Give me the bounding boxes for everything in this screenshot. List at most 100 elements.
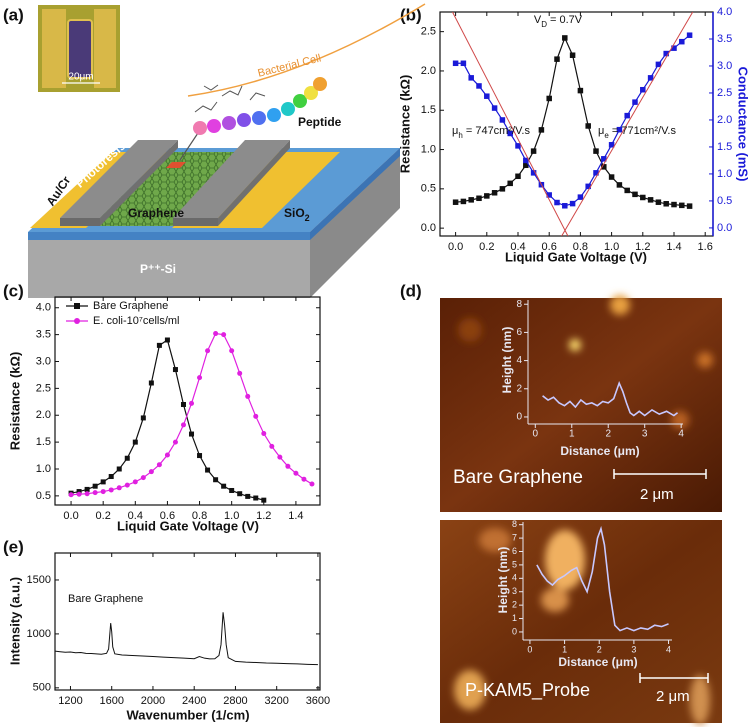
marker xyxy=(76,489,82,495)
annotation-sub: e xyxy=(604,131,609,140)
series-line xyxy=(542,380,679,417)
binding-site xyxy=(166,162,186,168)
annotation-sub: h xyxy=(458,131,462,140)
y2-tick-label: 4.0 xyxy=(717,6,732,18)
marker xyxy=(499,117,506,123)
y-tick-label: 4 xyxy=(516,355,522,366)
residue xyxy=(207,119,221,133)
y-tick-label: 1.5 xyxy=(421,104,436,116)
panel-label: (b) xyxy=(400,5,422,24)
x-tick-label: 1.2 xyxy=(635,241,650,253)
feature xyxy=(569,339,581,351)
marker xyxy=(530,148,537,154)
marker xyxy=(253,495,259,501)
y-tick-label: 2.0 xyxy=(421,65,436,77)
marker xyxy=(164,452,170,458)
afm-label: P-KAM5_Probe xyxy=(465,680,590,701)
marker xyxy=(156,462,162,468)
marker xyxy=(616,182,623,188)
marker xyxy=(632,99,638,105)
linker xyxy=(179,129,201,161)
annotation-rest: = 771cm²/V.s xyxy=(609,125,677,137)
marker xyxy=(164,337,170,343)
cell-label: Bacterial Cell xyxy=(257,52,323,79)
residue xyxy=(293,94,307,108)
x-axis-label: Liquid Gate Voltage (V) xyxy=(117,518,259,533)
x-tick-label: 3 xyxy=(631,644,636,654)
oxide-sub: 2 xyxy=(305,213,310,223)
marker xyxy=(132,479,138,485)
marker xyxy=(562,35,568,41)
marker xyxy=(640,194,646,201)
marker xyxy=(569,52,576,58)
legend-marker xyxy=(74,303,80,309)
x-axis-label: Distance (μm) xyxy=(558,655,637,669)
legend-label: Bare Graphene xyxy=(93,300,168,312)
marker xyxy=(124,482,130,488)
marker xyxy=(261,497,267,503)
marker xyxy=(577,87,584,94)
y-tick-label: 3.5 xyxy=(36,329,51,341)
molecule xyxy=(194,84,266,113)
annotation: μe = 771cm²/V.s xyxy=(598,125,676,140)
marker xyxy=(237,370,243,376)
oxide-label: SiO2 xyxy=(284,206,310,223)
graphene-lattice xyxy=(90,152,254,226)
x-tick-label: 1.2 xyxy=(256,510,271,522)
residue xyxy=(193,121,207,135)
plot-area xyxy=(68,331,315,503)
marker xyxy=(245,393,251,399)
x-tick-label: 3200 xyxy=(264,695,288,707)
y-axis-label: Intensity (a.u.) xyxy=(7,577,22,665)
photoresist-side xyxy=(173,218,218,226)
feature xyxy=(671,411,689,429)
scale-label: 2 μm xyxy=(656,688,690,705)
peptide-chain xyxy=(193,77,327,135)
marker xyxy=(460,60,467,67)
series-line xyxy=(452,12,569,236)
marker xyxy=(608,174,615,180)
legend-marker xyxy=(74,318,80,324)
substrate-label: P⁺⁺-Si xyxy=(140,262,176,276)
photoresist xyxy=(173,140,290,218)
residue xyxy=(237,113,251,127)
x-tick-label: 1 xyxy=(569,429,575,440)
panel-label: (d) xyxy=(400,281,422,300)
chart: 0.0 0.2 0.4 0.6 0.8 1.0 1.2 1.4 1.6 0.0 0.5 1.0 1.5 2… xyxy=(397,6,750,265)
marker xyxy=(608,142,615,148)
marker xyxy=(68,492,74,498)
x-tick-label: 4 xyxy=(666,644,671,654)
marker xyxy=(213,477,219,483)
marker xyxy=(205,348,211,354)
marker xyxy=(213,331,219,337)
marker xyxy=(491,105,498,111)
residue xyxy=(313,77,327,91)
y2-tick-label: 0.5 xyxy=(717,195,732,207)
y-tick-label: 0 xyxy=(512,626,517,636)
peptide-label: Peptide xyxy=(298,115,342,129)
marker xyxy=(132,439,138,445)
marker xyxy=(624,112,630,119)
marker xyxy=(647,75,654,81)
x-tick-label: 2000 xyxy=(141,695,165,707)
y2-tick-label: 1.5 xyxy=(717,141,732,153)
y-tick-label: 1500 xyxy=(27,574,51,586)
marker xyxy=(205,467,211,473)
marker xyxy=(640,86,646,93)
marker xyxy=(309,481,315,487)
marker xyxy=(108,474,114,480)
marker xyxy=(245,493,251,499)
marker xyxy=(507,130,513,137)
y-tick-label: 1 xyxy=(512,613,517,623)
marker xyxy=(484,93,490,99)
x-tick-label: 2800 xyxy=(223,695,247,707)
feature xyxy=(690,675,710,725)
y-tick-label: 1.5 xyxy=(36,436,51,448)
marker xyxy=(624,187,630,194)
y-tick-label: 3.0 xyxy=(36,355,51,367)
marker xyxy=(100,489,106,495)
photoresist-side xyxy=(60,218,100,226)
marker xyxy=(285,463,291,469)
marker xyxy=(452,60,459,67)
